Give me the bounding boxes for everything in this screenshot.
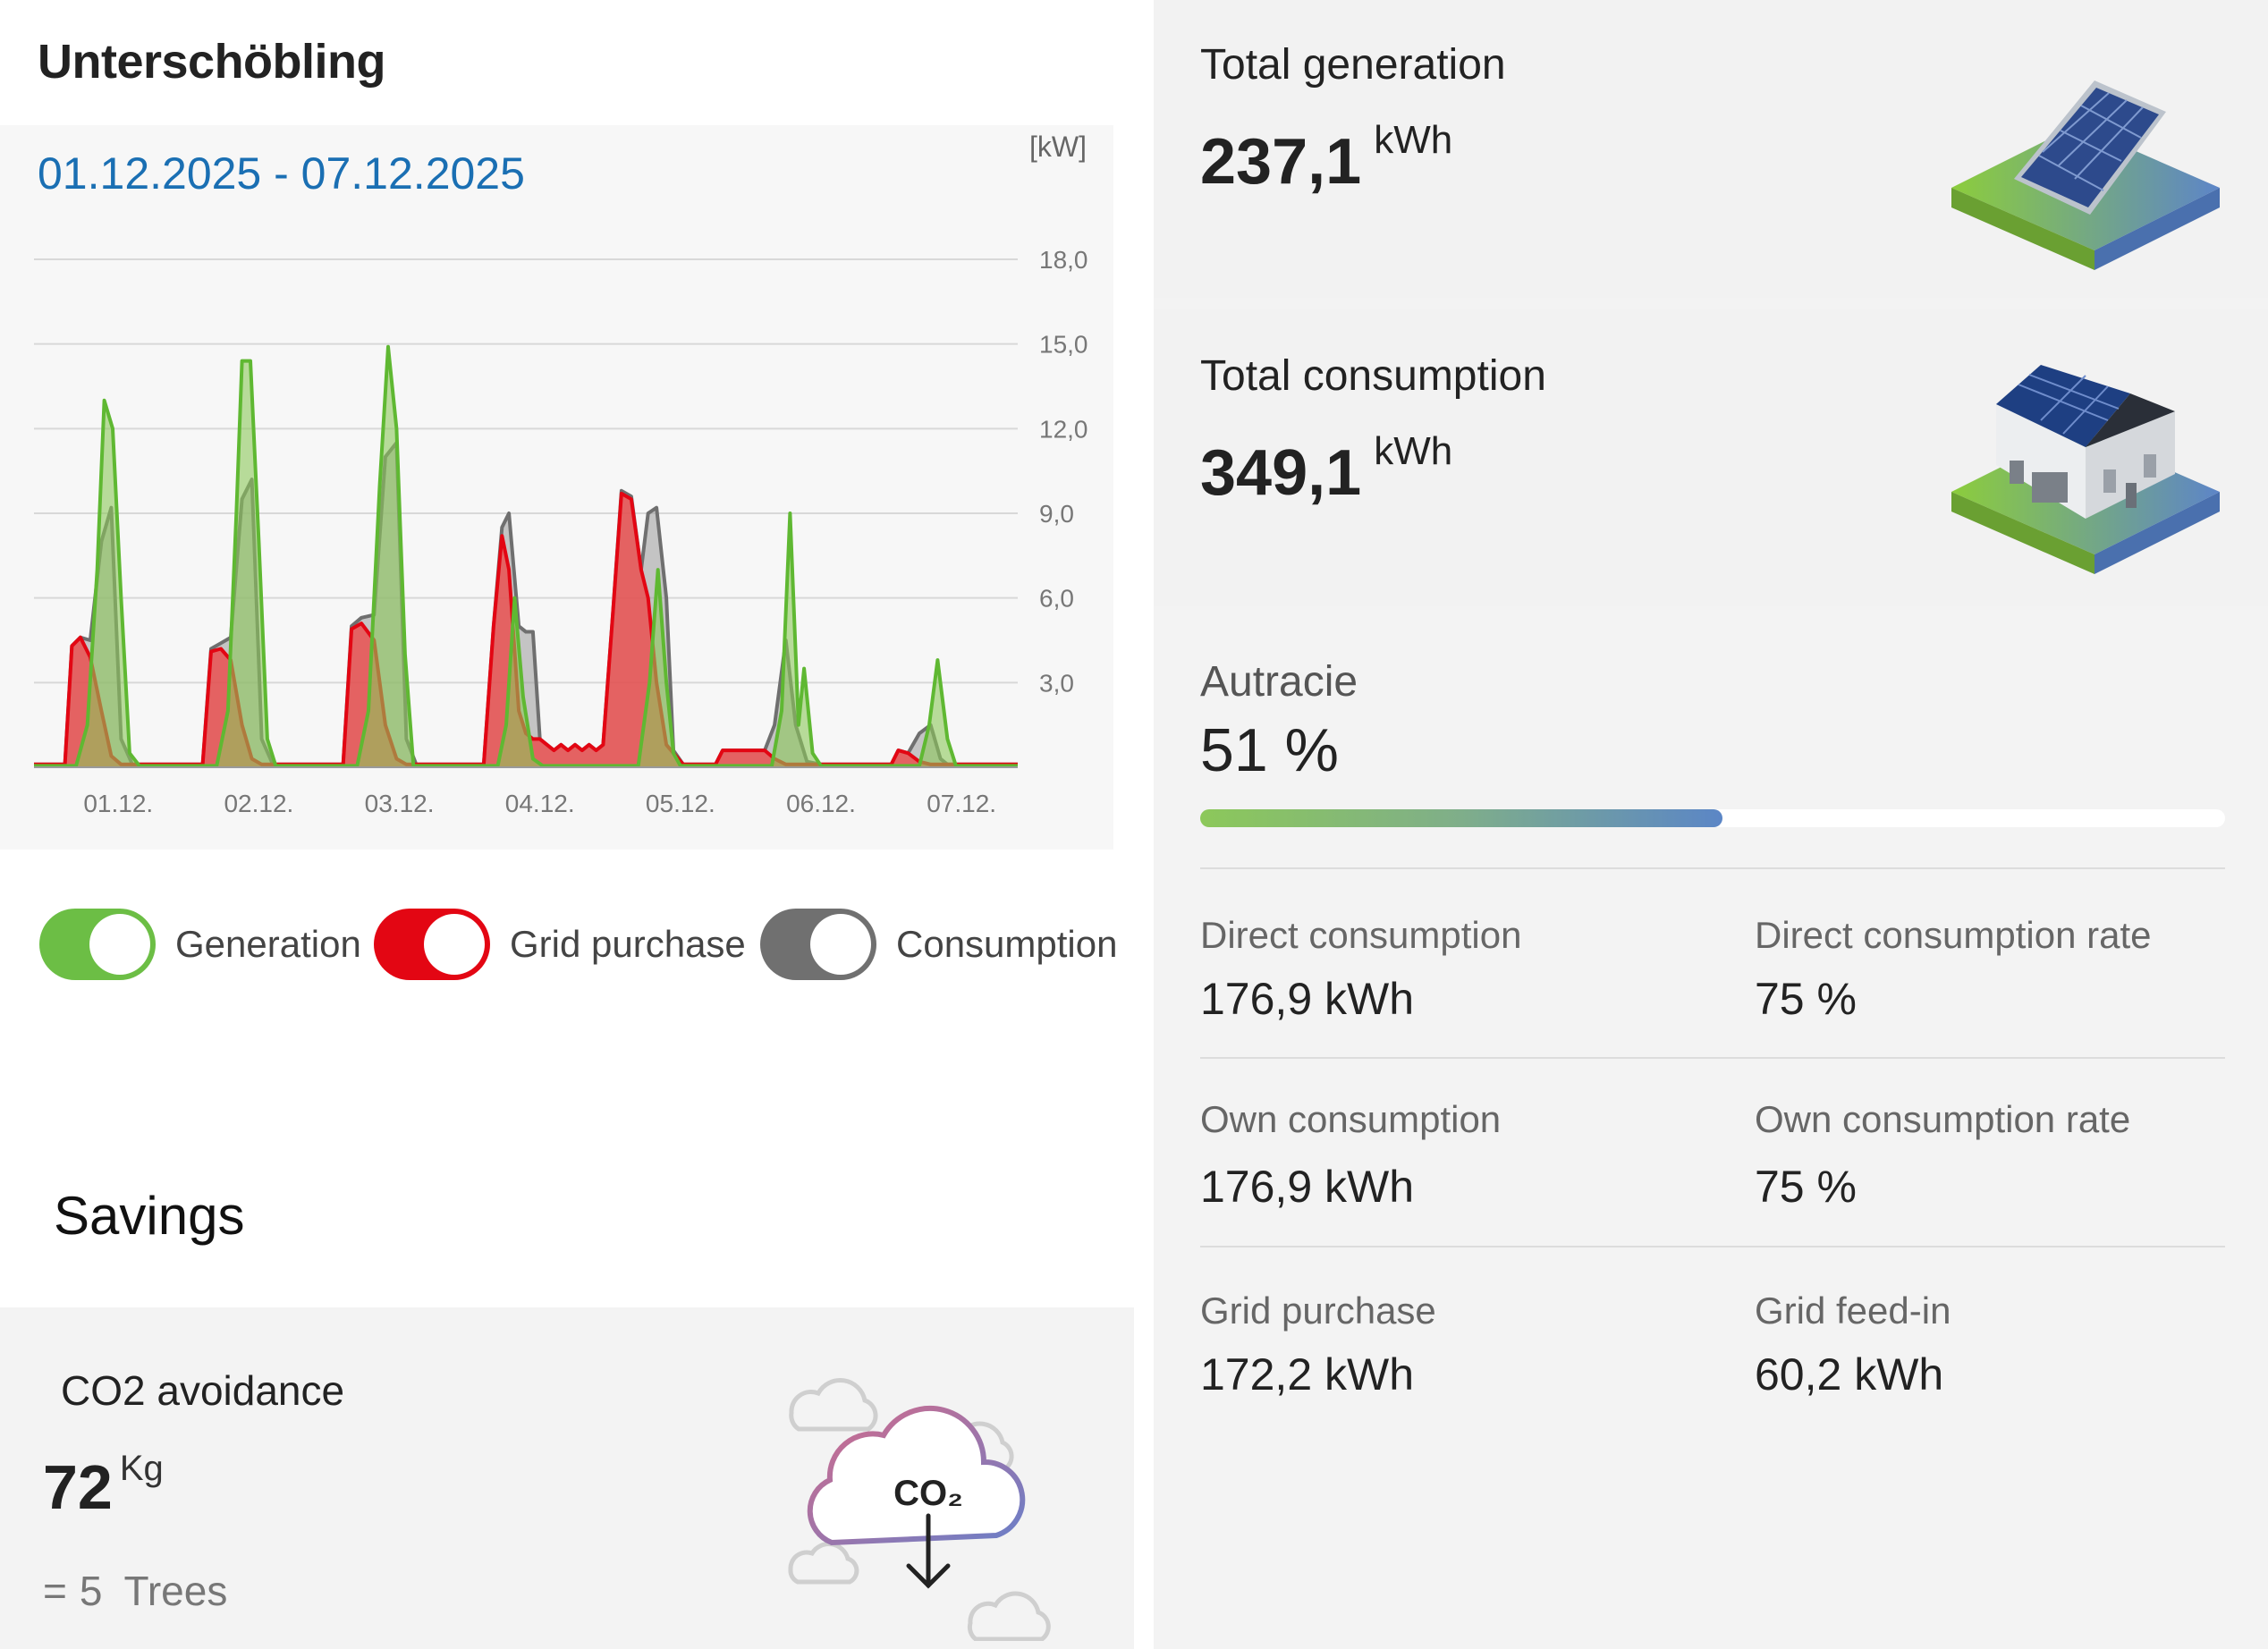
house-icon (1951, 365, 2220, 574)
co2-value-group: 72 Kg (43, 1449, 164, 1523)
chart-unit-label: [kW] (1029, 131, 1087, 163)
co2-cloud-icon: CO₂ (788, 1377, 1051, 1641)
own-consumption-label: Own consumption (1200, 1098, 1502, 1140)
y-tick-label: 3,0 (1039, 669, 1074, 697)
solar-panel-icon (1951, 80, 2220, 270)
y-tick-label: 9,0 (1039, 500, 1074, 528)
consumption-toggle[interactable] (760, 909, 876, 980)
x-tick-label: 04.12. (505, 790, 575, 817)
toggle-knob (424, 914, 485, 975)
direct-consumption-rate-label: Direct consumption rate (1755, 914, 2152, 956)
divider (1200, 1246, 2225, 1247)
date-range[interactable]: 01.12.2025 - 07.12.2025 (38, 148, 525, 199)
generation-toggle[interactable] (39, 909, 156, 980)
direct-consumption-label: Direct consumption (1200, 914, 1522, 956)
autarky-progress-fill (1200, 809, 1723, 827)
x-tick-label: 02.12. (224, 790, 293, 817)
co2-value: 72 (43, 1452, 113, 1522)
y-tick-label: 6,0 (1039, 585, 1074, 613)
series-line-grid-purchase (34, 491, 1018, 766)
direct-consumption-value: 176,9 kWh (1200, 974, 1415, 1024)
series-line-generation (34, 344, 1018, 768)
x-tick-label: 05.12. (646, 790, 715, 817)
x-tick-label: 07.12. (927, 790, 996, 817)
total-consumption-value: 349,1 (1200, 437, 1362, 509)
co2-unit: Kg (119, 1449, 164, 1488)
trees-count: 5 (79, 1568, 103, 1614)
autarky-value: 51 % (1200, 716, 1339, 784)
total-consumption-label: Total consumption (1200, 352, 1546, 400)
grid-feed-in-value: 60,2 kWh (1755, 1349, 1944, 1400)
co2-icon-text: CO₂ (893, 1474, 963, 1513)
page-title: Unterschöbling (38, 35, 386, 89)
grid-purchase-toggle[interactable] (374, 909, 490, 980)
savings-heading: Savings (54, 1186, 245, 1246)
x-tick-label: 06.12. (786, 790, 856, 817)
co2-title: CO2 avoidance (61, 1367, 345, 1414)
chart-series (34, 344, 1018, 768)
autarky-progress-bar (1200, 809, 2225, 827)
direct-consumption-rate-value: 75 % (1755, 974, 1857, 1024)
legend-consumption-label: Consumption (896, 923, 1118, 965)
y-tick-label: 12,0 (1039, 415, 1088, 443)
toggle-knob (89, 914, 150, 975)
legend-grid-purchase[interactable]: Grid purchase (374, 903, 746, 985)
total-generation-label: Total generation (1200, 41, 1506, 89)
energy-chart: 18,0 15,0 12,0 9,0 6,0 3,0 01.12. 02.12. 03.12. 0… (34, 131, 1088, 817)
grid-feed-in-label: Grid feed-in (1755, 1290, 1951, 1332)
autarky-card (1154, 617, 2268, 1649)
total-generation-value-group: 237,1 kWh (1200, 118, 1452, 199)
own-consumption-value: 176,9 kWh (1200, 1162, 1415, 1212)
legend-consumption[interactable]: Consumption (760, 903, 1117, 985)
autarky-label: Autracie (1200, 658, 1358, 706)
total-generation-value: 237,1 (1200, 126, 1362, 198)
x-tick-label: 01.12. (83, 790, 153, 817)
y-tick-label: 18,0 (1039, 246, 1088, 274)
toggle-knob (810, 914, 871, 975)
total-consumption-value-group: 349,1 kWh (1200, 429, 1452, 510)
chart-axes: 18,0 15,0 12,0 9,0 6,0 3,0 01.12. 02.12. 03.12. 0… (34, 246, 1088, 817)
arrow-down-icon (906, 1513, 951, 1589)
divider (1200, 867, 2225, 869)
x-tick-label: 03.12. (365, 790, 435, 817)
grid-purchase-label: Grid purchase (1200, 1290, 1436, 1332)
own-consumption-rate-label: Own consumption rate (1755, 1098, 2131, 1140)
y-tick-label: 15,0 (1039, 331, 1088, 359)
legend-generation-label: Generation (175, 923, 361, 965)
legend-generation[interactable]: Generation (39, 903, 361, 985)
divider (1200, 1057, 2225, 1059)
legend-grid-purchase-label: Grid purchase (510, 923, 746, 965)
trees-label: Trees (123, 1568, 228, 1614)
grid-purchase-value: 172,2 kWh (1200, 1349, 1415, 1400)
chart-gridlines (34, 258, 1018, 684)
trees-equivalent: = 5 Trees (43, 1567, 227, 1615)
own-consumption-rate-value: 75 % (1755, 1162, 1857, 1212)
total-generation-unit: kWh (1374, 118, 1453, 162)
total-consumption-unit: kWh (1374, 429, 1453, 473)
trees-equals-sign: = (43, 1568, 67, 1614)
co2-main-cloud (807, 1405, 1026, 1546)
chart-legend: Generation Grid purchase Consumption (36, 903, 1117, 985)
